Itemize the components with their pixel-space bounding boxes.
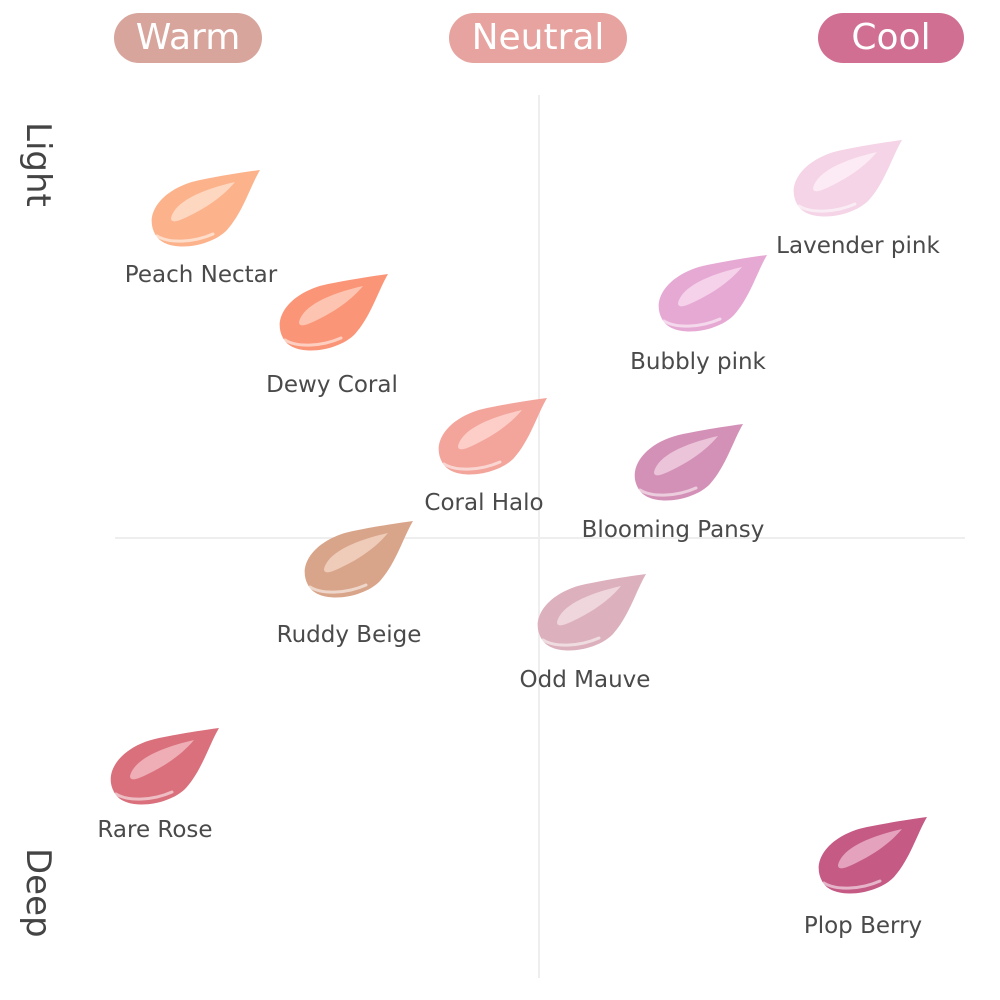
tone-pill-warm: Warm [114, 13, 262, 63]
shade-label-coral-halo: Coral Halo [424, 490, 544, 516]
swatch-ruddy-beige [304, 521, 413, 598]
swatch-blooming-pansy [634, 424, 743, 501]
shade-label-lavender-pink: Lavender pink [776, 233, 940, 259]
shade-label-rare-rose: Rare Rose [97, 817, 213, 843]
shade-label-bubbly-pink: Bubbly pink [630, 349, 766, 375]
shade-label-peach-nectar: Peach Nectar [124, 262, 278, 288]
tone-pill-neutral: Neutral [449, 13, 627, 63]
swatch-dewy-coral [279, 274, 388, 351]
swatch-coral-halo [438, 398, 547, 475]
swatch-odd-mauve [537, 574, 646, 651]
swatch-rare-rose [110, 728, 219, 805]
swatch-plop-berry [818, 817, 927, 894]
shade-label-plop-berry: Plop Berry [803, 913, 923, 939]
shade-label-ruddy-beige: Ruddy Beige [276, 622, 422, 648]
shade-label-odd-mauve: Odd Mauve [519, 667, 651, 693]
swatch-lavender-pink [793, 140, 902, 217]
shade-label-dewy-coral: Dewy Coral [266, 372, 398, 398]
tone-pill-cool: Cool [818, 13, 964, 63]
swatch-peach-nectar [151, 170, 260, 247]
shade-label-blooming-pansy: Blooming Pansy [581, 517, 765, 543]
swatch-bubbly-pink [658, 255, 767, 332]
